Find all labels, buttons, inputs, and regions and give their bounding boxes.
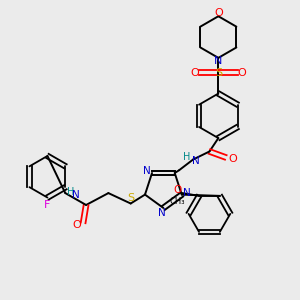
Text: N: N bbox=[72, 190, 80, 200]
Text: N: N bbox=[183, 188, 191, 198]
Text: O: O bbox=[228, 154, 237, 164]
Text: CH₃: CH₃ bbox=[170, 197, 185, 206]
Text: F: F bbox=[44, 200, 51, 210]
Text: N: N bbox=[214, 56, 223, 66]
Text: O: O bbox=[190, 68, 199, 78]
Text: O: O bbox=[238, 68, 246, 78]
Text: O: O bbox=[173, 185, 182, 195]
Text: N: N bbox=[158, 208, 166, 218]
Text: S: S bbox=[215, 68, 222, 78]
Text: O: O bbox=[214, 8, 223, 18]
Text: S: S bbox=[127, 193, 134, 203]
Text: H: H bbox=[183, 152, 190, 162]
Text: N: N bbox=[143, 166, 151, 176]
Text: O: O bbox=[73, 220, 82, 230]
Text: H: H bbox=[67, 187, 74, 197]
Text: N: N bbox=[192, 156, 199, 166]
